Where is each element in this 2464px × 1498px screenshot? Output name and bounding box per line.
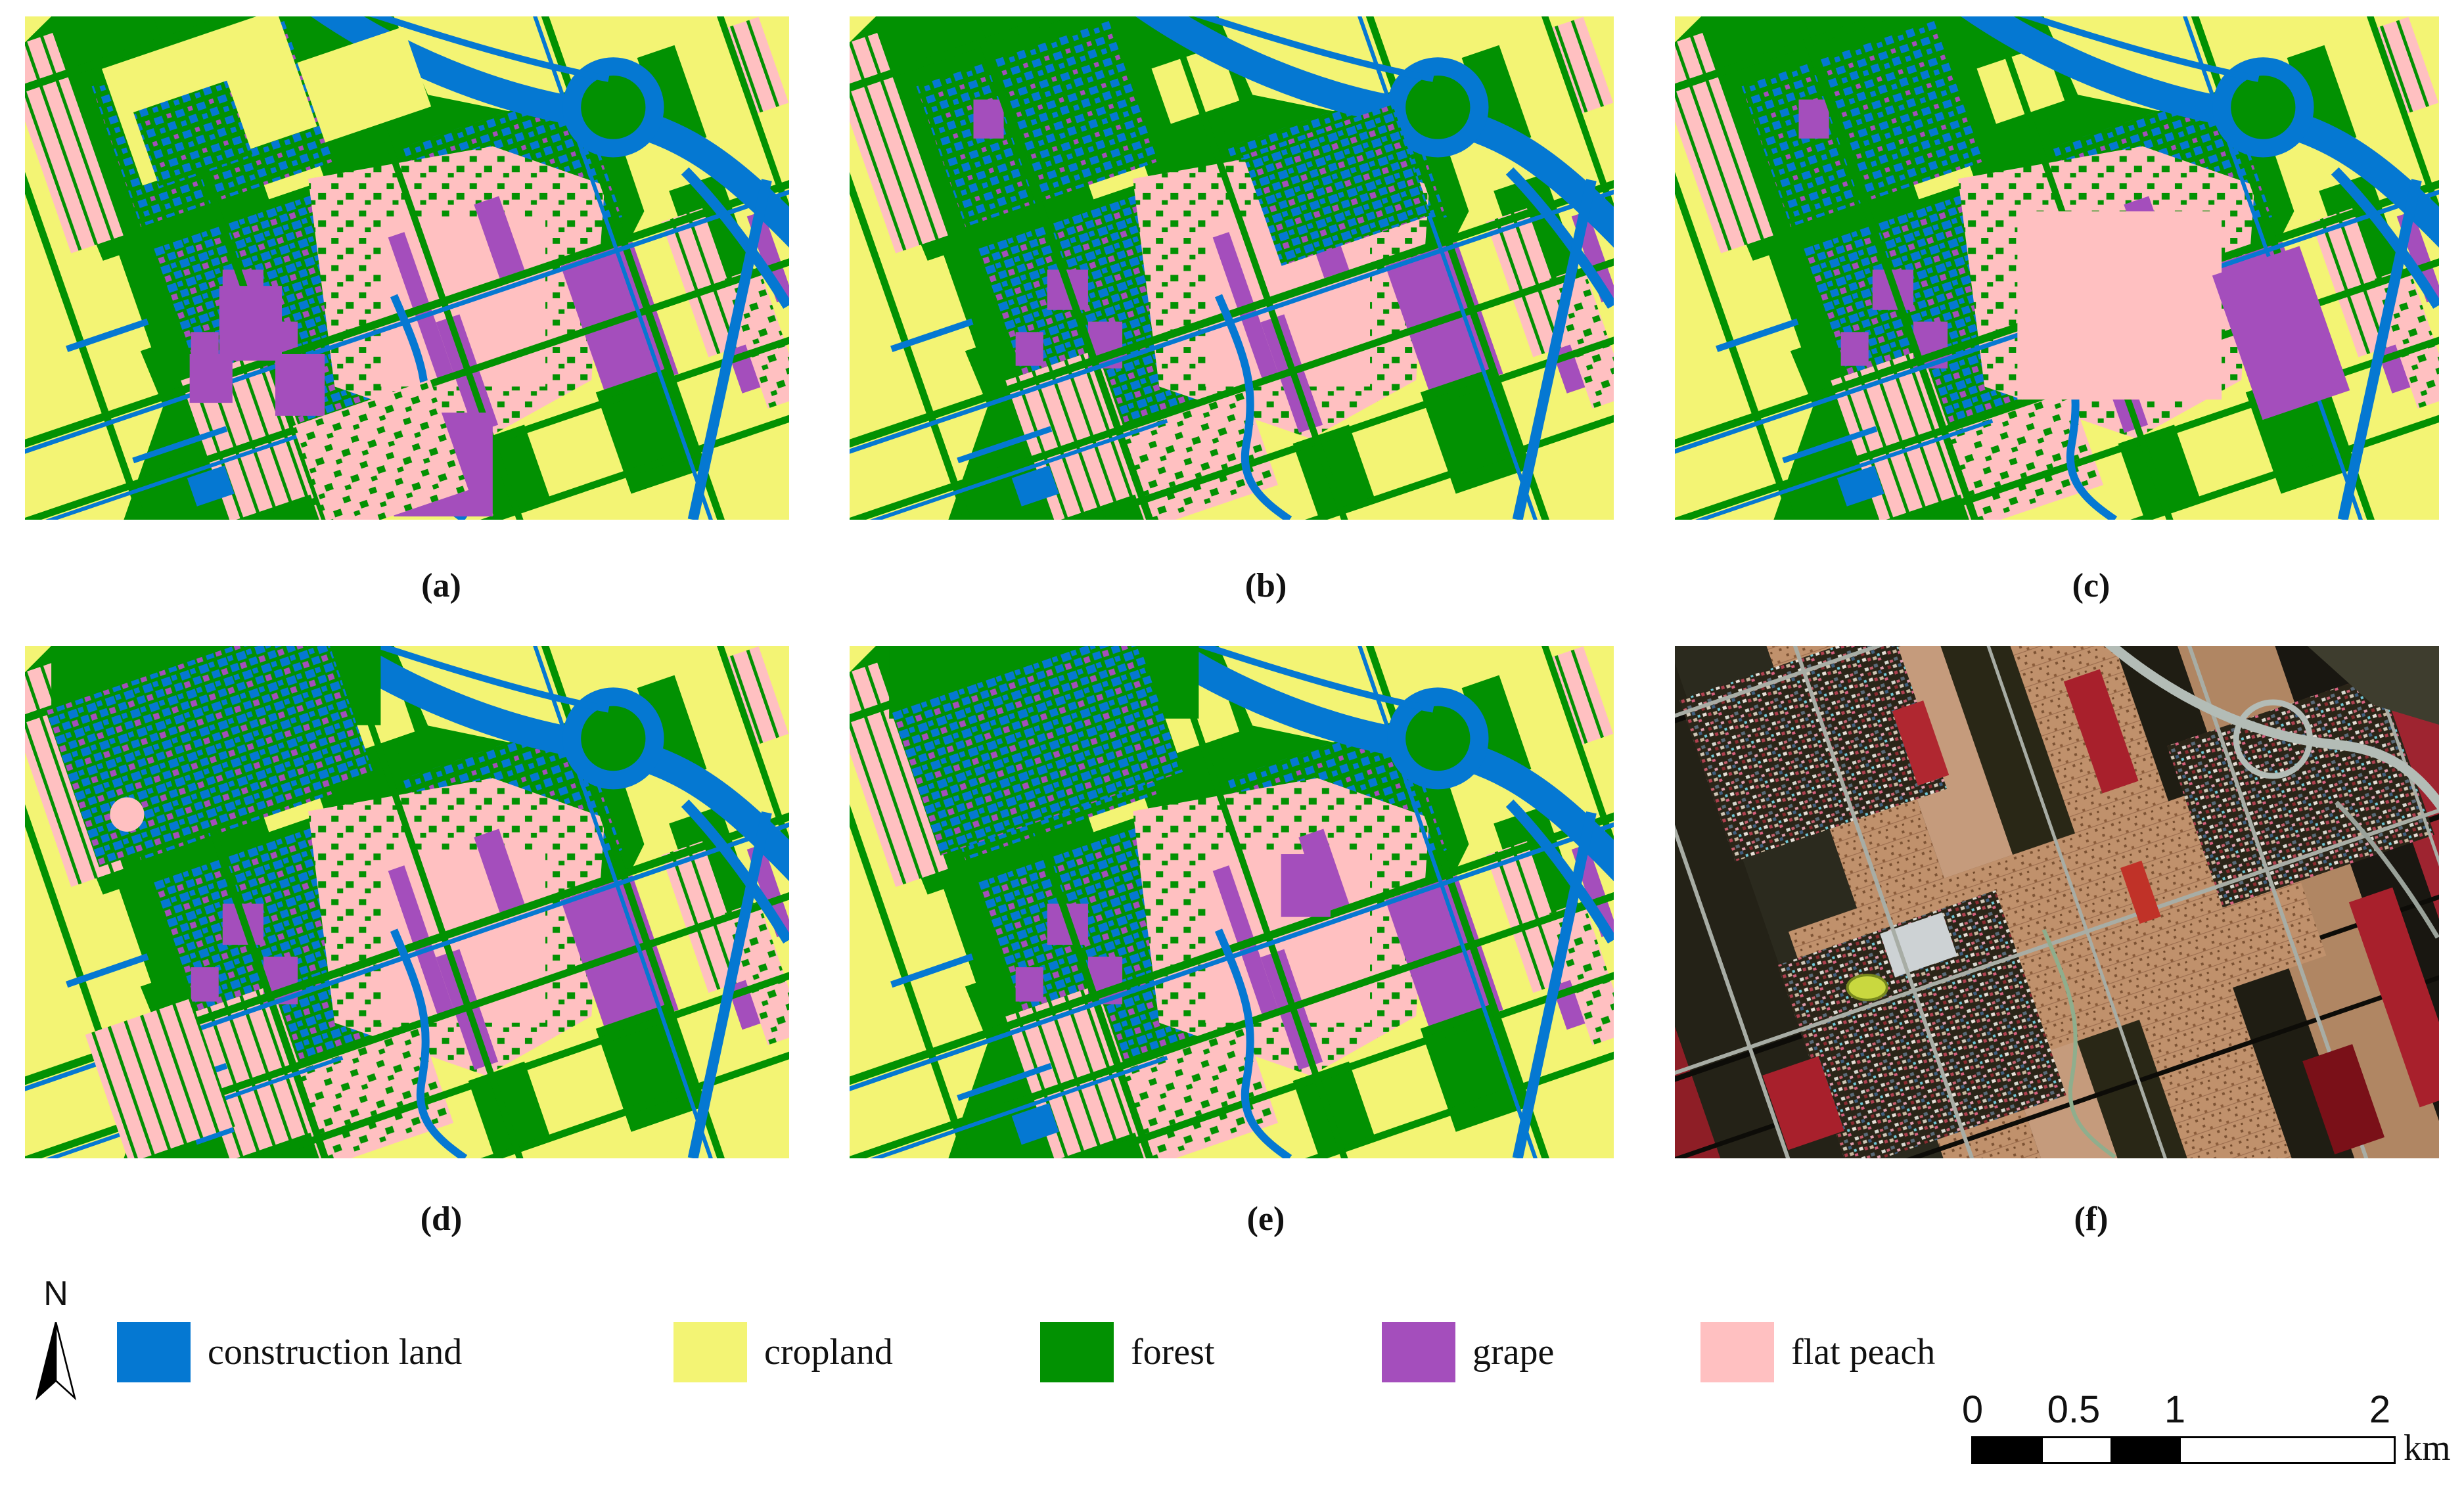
scale-unit: km xyxy=(2404,1428,2451,1468)
map-panel-c xyxy=(1675,16,2439,520)
map-panel-f xyxy=(1675,646,2439,1158)
north-arrow-icon xyxy=(35,1322,77,1401)
panel-label-d: (d) xyxy=(420,1200,463,1238)
legend-item-cropland: cropland xyxy=(673,1322,893,1382)
scale-tick-0: 0 xyxy=(1961,1388,1984,1431)
scale-tick-2: 2 xyxy=(2369,1388,2391,1431)
panel-label-a: (a) xyxy=(421,567,461,604)
legend-item-flat-peach: flat peach xyxy=(1700,1322,1935,1382)
north-arrow: N xyxy=(20,1276,92,1406)
legend-item-construction-land: construction land xyxy=(117,1322,462,1382)
panel-d-variation xyxy=(45,646,381,1158)
map-panel-b xyxy=(850,16,1614,520)
north-label: N xyxy=(43,1275,68,1313)
panel-label-c: (c) xyxy=(2072,567,2110,604)
legend-label: flat peach xyxy=(1791,1332,1936,1373)
map-panel-d xyxy=(25,646,789,1158)
panel-e-variation xyxy=(889,646,1331,917)
legend-label: forest xyxy=(1131,1332,1215,1373)
scale-bar-ticks: 0 0.5 1 2 xyxy=(1951,1388,2411,1431)
panel-a-variation xyxy=(102,16,493,520)
construction-land-swatch xyxy=(117,1322,191,1382)
panel-label-f: (f) xyxy=(2074,1200,2109,1238)
legend-item-grape: grape xyxy=(1382,1322,1554,1382)
flat-peach-swatch xyxy=(1700,1322,1774,1382)
scale-bar xyxy=(1971,1436,2396,1464)
legend-item-forest: forest xyxy=(1040,1322,1215,1382)
scale-segment xyxy=(2110,1438,2181,1462)
cropland-swatch xyxy=(673,1322,747,1382)
map-panel-a xyxy=(25,16,789,520)
scale-segment xyxy=(2043,1438,2111,1462)
map-panel-e xyxy=(850,646,1614,1158)
forest-swatch xyxy=(1040,1322,1114,1382)
scale-segment xyxy=(2180,1438,2394,1462)
legend-label: construction land xyxy=(208,1332,463,1373)
panel-label-e: (e) xyxy=(1246,1200,1285,1238)
scale-segment xyxy=(1973,1438,2043,1462)
panel-b-variation xyxy=(1243,104,1432,266)
legend-label: grape xyxy=(1472,1332,1555,1373)
panel-label-b: (b) xyxy=(1244,567,1287,604)
grape-swatch xyxy=(1382,1322,1455,1382)
scale-tick-0-5: 0.5 xyxy=(2047,1388,2101,1431)
panel-c-variation xyxy=(2017,211,2350,420)
legend-label: cropland xyxy=(764,1332,893,1373)
scale-tick-1: 1 xyxy=(2164,1388,2186,1431)
